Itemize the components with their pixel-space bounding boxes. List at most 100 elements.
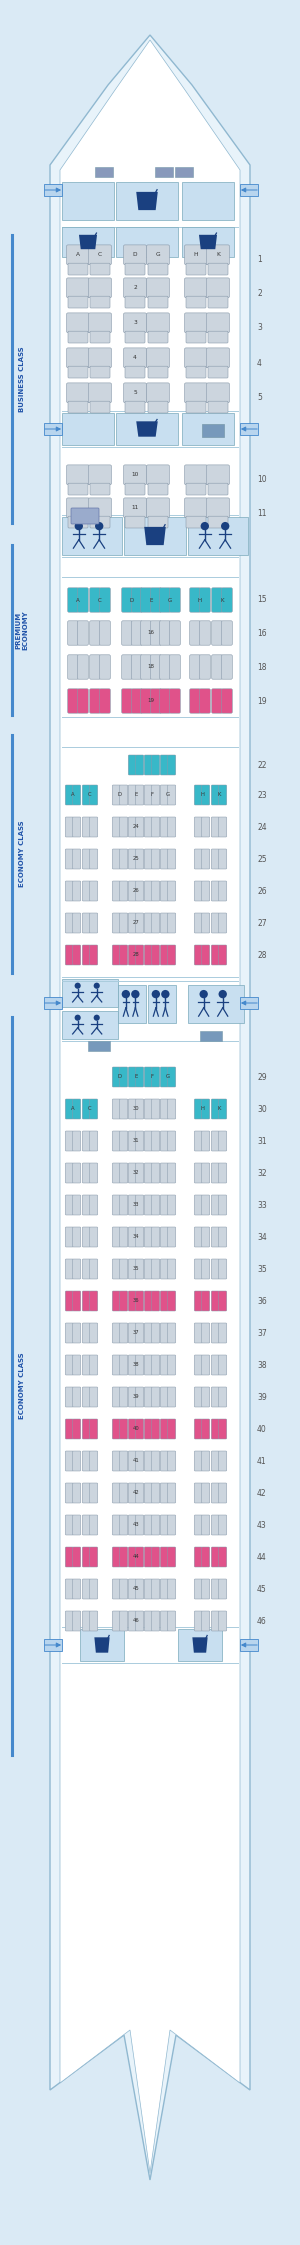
FancyBboxPatch shape (144, 1131, 152, 1152)
FancyBboxPatch shape (208, 516, 228, 528)
FancyBboxPatch shape (90, 656, 101, 680)
FancyBboxPatch shape (82, 1450, 90, 1470)
FancyBboxPatch shape (160, 914, 168, 934)
FancyBboxPatch shape (202, 1291, 210, 1311)
FancyBboxPatch shape (194, 1194, 202, 1215)
FancyBboxPatch shape (186, 263, 206, 274)
FancyBboxPatch shape (65, 817, 74, 837)
FancyBboxPatch shape (68, 366, 88, 377)
FancyBboxPatch shape (90, 1356, 98, 1374)
FancyBboxPatch shape (152, 1322, 160, 1343)
FancyBboxPatch shape (202, 1547, 210, 1567)
Text: PREMIUM
ECONOMY: PREMIUM ECONOMY (16, 611, 28, 649)
FancyBboxPatch shape (136, 817, 144, 837)
FancyBboxPatch shape (202, 1484, 210, 1502)
FancyBboxPatch shape (211, 849, 219, 869)
FancyBboxPatch shape (120, 1322, 128, 1343)
FancyBboxPatch shape (44, 997, 62, 1008)
FancyBboxPatch shape (160, 849, 168, 869)
Circle shape (131, 990, 140, 999)
FancyBboxPatch shape (120, 1066, 128, 1087)
FancyBboxPatch shape (148, 263, 168, 274)
FancyBboxPatch shape (68, 332, 88, 343)
FancyBboxPatch shape (200, 689, 210, 714)
FancyBboxPatch shape (124, 384, 146, 402)
FancyBboxPatch shape (152, 1131, 160, 1152)
FancyBboxPatch shape (212, 656, 223, 680)
FancyBboxPatch shape (90, 786, 98, 806)
FancyBboxPatch shape (148, 366, 168, 377)
FancyBboxPatch shape (136, 1228, 144, 1246)
FancyBboxPatch shape (219, 1259, 227, 1280)
Text: 2: 2 (257, 290, 262, 299)
FancyBboxPatch shape (211, 1356, 219, 1374)
FancyBboxPatch shape (68, 402, 88, 413)
FancyBboxPatch shape (90, 849, 98, 869)
Polygon shape (192, 1637, 208, 1652)
FancyBboxPatch shape (128, 1419, 136, 1439)
FancyBboxPatch shape (219, 1419, 227, 1439)
Text: F: F (151, 1075, 154, 1080)
Text: 5: 5 (257, 393, 262, 402)
FancyBboxPatch shape (169, 656, 180, 680)
FancyBboxPatch shape (82, 914, 90, 934)
FancyBboxPatch shape (73, 1356, 81, 1374)
FancyBboxPatch shape (124, 245, 146, 265)
FancyBboxPatch shape (152, 1387, 160, 1408)
FancyBboxPatch shape (88, 498, 112, 519)
FancyBboxPatch shape (128, 1450, 136, 1470)
FancyBboxPatch shape (190, 622, 200, 644)
Text: 46: 46 (133, 1619, 140, 1623)
Circle shape (221, 521, 230, 530)
FancyBboxPatch shape (90, 332, 110, 343)
FancyBboxPatch shape (155, 166, 173, 177)
FancyBboxPatch shape (202, 1356, 210, 1374)
FancyBboxPatch shape (62, 516, 122, 555)
Text: K: K (216, 251, 220, 258)
Text: 46: 46 (257, 1616, 267, 1625)
FancyBboxPatch shape (90, 1484, 98, 1502)
FancyBboxPatch shape (68, 588, 79, 613)
FancyBboxPatch shape (211, 1419, 219, 1439)
FancyBboxPatch shape (169, 689, 180, 714)
Text: K: K (217, 792, 221, 797)
FancyBboxPatch shape (219, 849, 227, 869)
Text: 42: 42 (133, 1491, 140, 1495)
Text: 15: 15 (257, 595, 267, 604)
FancyBboxPatch shape (168, 1228, 176, 1246)
Circle shape (94, 983, 100, 988)
FancyBboxPatch shape (65, 849, 74, 869)
FancyBboxPatch shape (208, 366, 228, 377)
FancyBboxPatch shape (219, 1547, 227, 1567)
FancyBboxPatch shape (148, 332, 168, 343)
FancyBboxPatch shape (208, 296, 228, 308)
FancyBboxPatch shape (146, 465, 170, 485)
FancyBboxPatch shape (182, 413, 234, 445)
FancyBboxPatch shape (120, 1100, 128, 1118)
FancyBboxPatch shape (190, 656, 200, 680)
FancyBboxPatch shape (202, 849, 210, 869)
Text: 26: 26 (257, 887, 267, 896)
FancyBboxPatch shape (136, 1194, 144, 1215)
FancyBboxPatch shape (202, 1578, 210, 1598)
Text: 36: 36 (133, 1298, 139, 1304)
FancyBboxPatch shape (77, 689, 88, 714)
Polygon shape (136, 422, 158, 438)
FancyBboxPatch shape (221, 689, 232, 714)
FancyBboxPatch shape (152, 1419, 160, 1439)
FancyBboxPatch shape (73, 1100, 81, 1118)
FancyBboxPatch shape (152, 1515, 160, 1536)
FancyBboxPatch shape (206, 245, 230, 265)
FancyBboxPatch shape (168, 1387, 176, 1408)
FancyBboxPatch shape (65, 1163, 74, 1183)
FancyBboxPatch shape (112, 1450, 120, 1470)
FancyBboxPatch shape (144, 1066, 152, 1087)
FancyBboxPatch shape (73, 1387, 81, 1408)
FancyBboxPatch shape (65, 1515, 74, 1536)
FancyBboxPatch shape (184, 465, 208, 485)
FancyBboxPatch shape (202, 880, 210, 900)
FancyBboxPatch shape (136, 1547, 144, 1567)
FancyBboxPatch shape (112, 1163, 120, 1183)
FancyBboxPatch shape (148, 296, 168, 308)
FancyBboxPatch shape (194, 1419, 202, 1439)
